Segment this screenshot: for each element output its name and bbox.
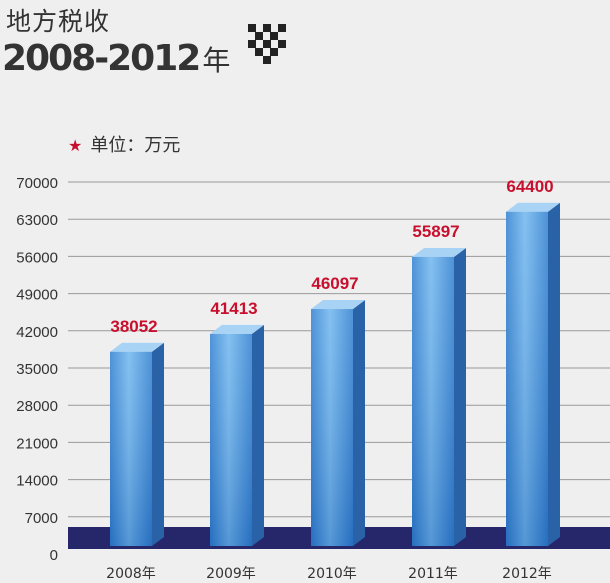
bar <box>210 324 264 546</box>
bar-shade <box>412 256 454 546</box>
data-label: 64400 <box>506 177 553 196</box>
bar-shade <box>110 351 152 546</box>
bar-side <box>454 247 466 546</box>
bar-shade <box>506 211 548 546</box>
y-tick-label: 7000 <box>25 510 58 527</box>
bar <box>412 247 466 546</box>
bar-top <box>412 247 466 257</box>
bar <box>311 300 365 546</box>
x-tick-label: 2009年 <box>206 566 256 582</box>
chart-subtitle: 2008-2012 年 <box>2 38 230 79</box>
y-tick-label: 70000 <box>16 175 58 192</box>
star-icon: ★ <box>68 136 83 155</box>
y-tick-label: 49000 <box>16 287 58 304</box>
data-label: 38052 <box>110 317 157 336</box>
bar-shade <box>210 333 252 546</box>
y-tick-label: 42000 <box>16 324 58 341</box>
y-tick-label: 28000 <box>16 398 58 415</box>
year-range: 2008-2012 <box>2 38 201 79</box>
unit-label: 单位：万元 <box>90 135 181 156</box>
x-tick-label: 2008年 <box>106 566 156 582</box>
value-labels: 38052 41413 46097 55897 64400 <box>110 177 553 336</box>
checker-v-icon <box>248 24 286 64</box>
bar <box>110 342 164 546</box>
y-tick-label: 56000 <box>16 249 58 266</box>
year-suffix: 年 <box>202 44 231 77</box>
y-tick-label: 63000 <box>16 212 58 229</box>
x-tick-label: 2012年 <box>502 566 552 582</box>
bar-side <box>152 342 164 546</box>
y-tick-label: 0 <box>50 547 58 564</box>
bar-top <box>110 342 164 352</box>
data-label: 55897 <box>412 222 459 241</box>
data-label: 41413 <box>210 299 257 318</box>
bar <box>506 202 560 546</box>
x-tick-label: 2011年 <box>408 566 458 582</box>
bar-side <box>353 300 365 546</box>
y-tick-label: 14000 <box>16 473 58 490</box>
bar-side <box>548 202 560 546</box>
y-tick-label: 35000 <box>16 361 58 378</box>
bar-side <box>252 324 264 546</box>
bar-shade <box>311 309 353 546</box>
chart-title: 地方税收 <box>6 7 111 36</box>
x-tick-label: 2010年 <box>307 566 357 582</box>
data-label: 46097 <box>311 274 358 293</box>
unit-row: ★ 单位：万元 <box>68 131 180 157</box>
bars <box>110 202 560 546</box>
y-tick-label: 21000 <box>16 435 58 452</box>
bar-top <box>506 202 560 212</box>
y-axis-ticks: 0 7000 14000 21000 28000 35000 42000 49000 56000… <box>16 175 58 564</box>
bar-top <box>311 300 365 310</box>
x-axis-ticks: 2008年 2009年 2010年 2011年 2012年 <box>106 566 552 582</box>
bar-top <box>210 324 264 334</box>
